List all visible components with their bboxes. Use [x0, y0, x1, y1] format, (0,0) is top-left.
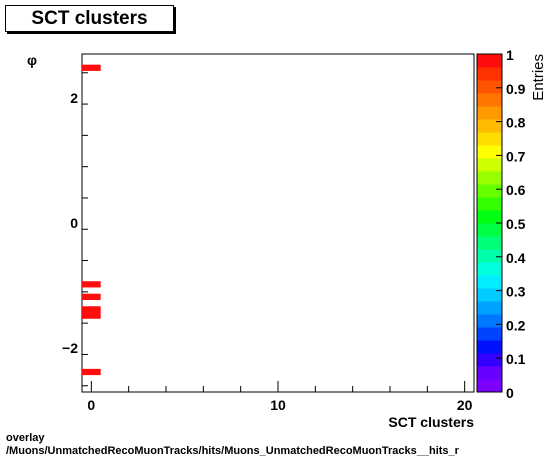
footer-line-1: overlay: [6, 432, 45, 444]
x-axis-title: SCT clusters: [388, 414, 474, 430]
colorbar-band-22: [477, 93, 502, 107]
colorbar-band-1: [477, 366, 502, 380]
colorbar-band-6: [477, 301, 502, 315]
colorbar-band-13: [477, 210, 502, 224]
colorbar-title: Entries: [530, 54, 546, 101]
colorbar-band-2: [477, 353, 502, 367]
heatmap-cell-4: [82, 312, 101, 319]
colorbar-tick-label-1: 0.1: [506, 351, 526, 367]
colorbar-tick-label-7: 0.7: [506, 148, 526, 164]
colorbar-band-23: [477, 80, 502, 94]
colorbar-band-18: [477, 145, 502, 159]
colorbar-tick-label-5: 0.5: [506, 216, 526, 232]
colorbar-band-10: [477, 249, 502, 263]
heatmap-cell-1: [82, 281, 101, 288]
footer-path: overlay /Muons/UnmatchedRecoMuonTracks/h…: [6, 432, 459, 458]
y-tick-label-2: 2: [70, 90, 78, 106]
y-tick-label--2: −2: [62, 340, 78, 356]
colorbar-tick-label-4: 0.4: [506, 250, 526, 266]
plot-frame: [81, 53, 475, 393]
x-tick-label-10: 10: [270, 397, 286, 413]
x-tick-label-0: 0: [87, 397, 95, 413]
colorbar-tick-label-2: 0.2: [506, 317, 526, 333]
colorbar-band-12: [477, 223, 502, 237]
colorbar-band-11: [477, 236, 502, 250]
colorbar-band-5: [477, 314, 502, 328]
colorbar-band-9: [477, 262, 502, 276]
colorbar-band-14: [477, 197, 502, 211]
colorbar-band-3: [477, 340, 502, 354]
colorbar-band-4: [477, 327, 502, 341]
colorbar-band-21: [477, 106, 502, 120]
heatmap-cell-3: [82, 306, 101, 313]
histogram-title: SCT clusters: [31, 8, 148, 29]
colorbar-band-15: [477, 184, 502, 198]
colorbar-band-24: [477, 67, 502, 81]
colorbar-band-8: [477, 275, 502, 289]
heatmap-cell-0: [82, 64, 101, 71]
colorbar-band-19: [477, 132, 502, 146]
colorbar-tick-label-9: 0.9: [506, 81, 526, 97]
heatmap-cell-2: [82, 293, 101, 300]
y-axis-title: φ: [27, 52, 37, 68]
colorbar-band-7: [477, 288, 502, 302]
colorbar-band-0: [477, 379, 502, 393]
x-tick-label-20: 20: [457, 397, 473, 413]
histogram-title-box: SCT clusters: [5, 5, 174, 32]
colorbar-tick-label-0: 0: [506, 385, 514, 401]
colorbar-band-17: [477, 158, 502, 172]
colorbar-tick-label-3: 0.3: [506, 284, 526, 300]
y-tick-label-0: 0: [70, 215, 78, 231]
colorbar-tick-label-8: 0.8: [506, 115, 526, 131]
colorbar-band-16: [477, 171, 502, 185]
colorbar-tick-label-6: 0.6: [506, 182, 526, 198]
colorbar-tick-label-10: 1: [506, 47, 514, 63]
colorbar-band-20: [477, 119, 502, 133]
footer-line-2: /Muons/UnmatchedRecoMuonTracks/hits/Muon…: [6, 445, 459, 457]
colorbar-band-25: [477, 54, 502, 68]
heatmap-cell-5: [82, 368, 101, 376]
